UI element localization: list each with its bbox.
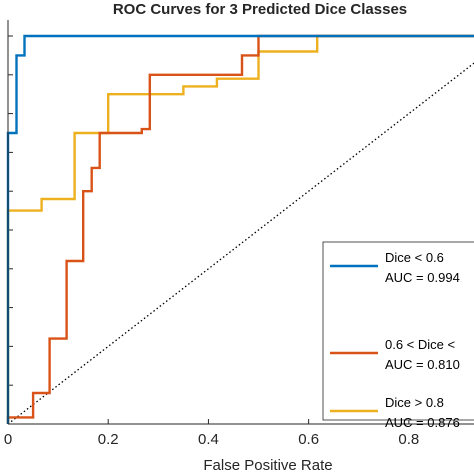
x-tick-label: 0.2 [98,431,119,448]
legend-auc-label: AUC = 0.810 [385,357,460,372]
legend-box [322,241,474,421]
legend-auc-label: AUC = 0.876 [385,415,460,430]
roc-series-line-3 [6,34,474,424]
chart-title: ROC Curves for 3 Predicted Dice Classes [113,1,407,18]
legend-series-name: Dice < 0.6 [385,250,444,265]
x-tick-labels: 0 0.2 0.4 0.6 0.8 [4,431,419,448]
x-tick-label: 0 [4,431,12,448]
legend-entries: Dice < 0.6 AUC = 0.994 0.6 < Dice < AUC = 0… [330,250,460,430]
legend-series-name: 0.6 < Dice < [385,337,455,352]
roc-series-line-2 [6,34,474,424]
chance-line [7,62,474,425]
legend: Dice < 0.6 AUC = 0.994 0.6 < Dice < AUC = 0… [322,241,474,430]
x-tick-label: 0.8 [398,431,419,448]
legend-auc-label: AUC = 0.994 [385,270,460,285]
x-tick-label: 0.4 [198,431,219,448]
legend-series-name: Dice > 0.8 [385,395,444,410]
x-tick-label: 0.6 [298,431,319,448]
x-axis-label: False Positive Rate [203,457,332,474]
